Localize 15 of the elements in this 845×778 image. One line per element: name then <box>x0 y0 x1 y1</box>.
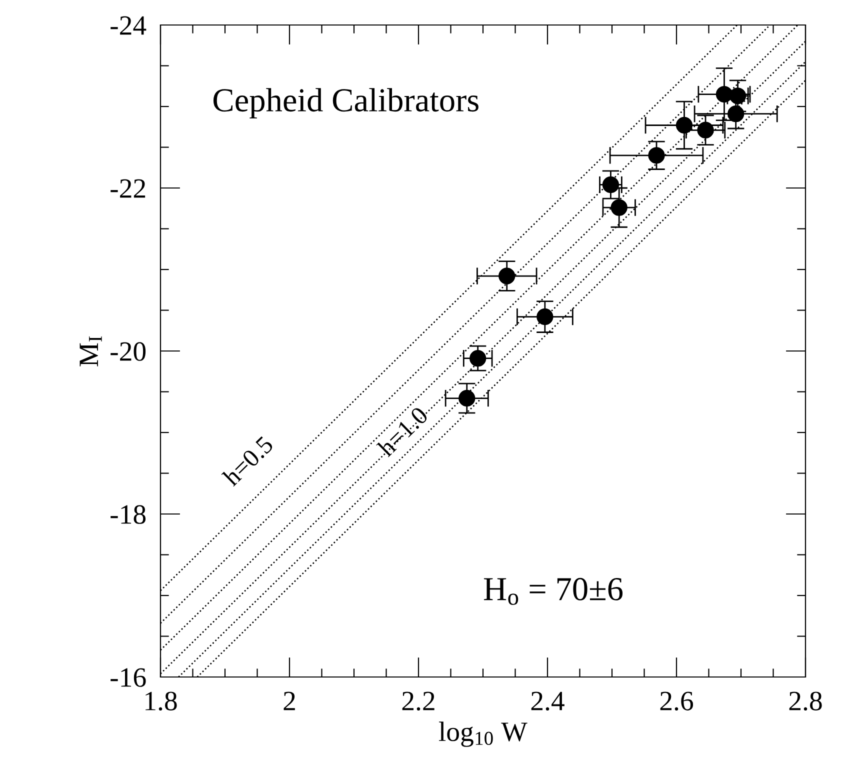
x-tick-label: 2.2 <box>402 692 434 711</box>
y-tick-label: -22 <box>110 179 146 198</box>
y-tick-label: -16 <box>110 668 146 687</box>
y-tick-label: -20 <box>110 342 146 361</box>
x-axis-title: log$_{10}$ W <box>438 722 528 747</box>
x-tick-label: 1.8 <box>146 692 177 711</box>
x-tick-label: 2.6 <box>660 692 694 711</box>
annotation: Cepheid Calibrators <box>213 88 478 118</box>
x-tick-label: 2.8 <box>789 692 822 711</box>
annotation: H$_{o}$ = 70±6 <box>484 578 623 605</box>
y-tick-label: -18 <box>110 505 146 524</box>
y-tick-label: -24 <box>110 16 146 35</box>
x-tick-label: 2.4 <box>531 692 564 711</box>
x-tick-label: 2 <box>284 692 295 710</box>
y-axis-title: M$_{I}$ <box>80 336 102 366</box>
